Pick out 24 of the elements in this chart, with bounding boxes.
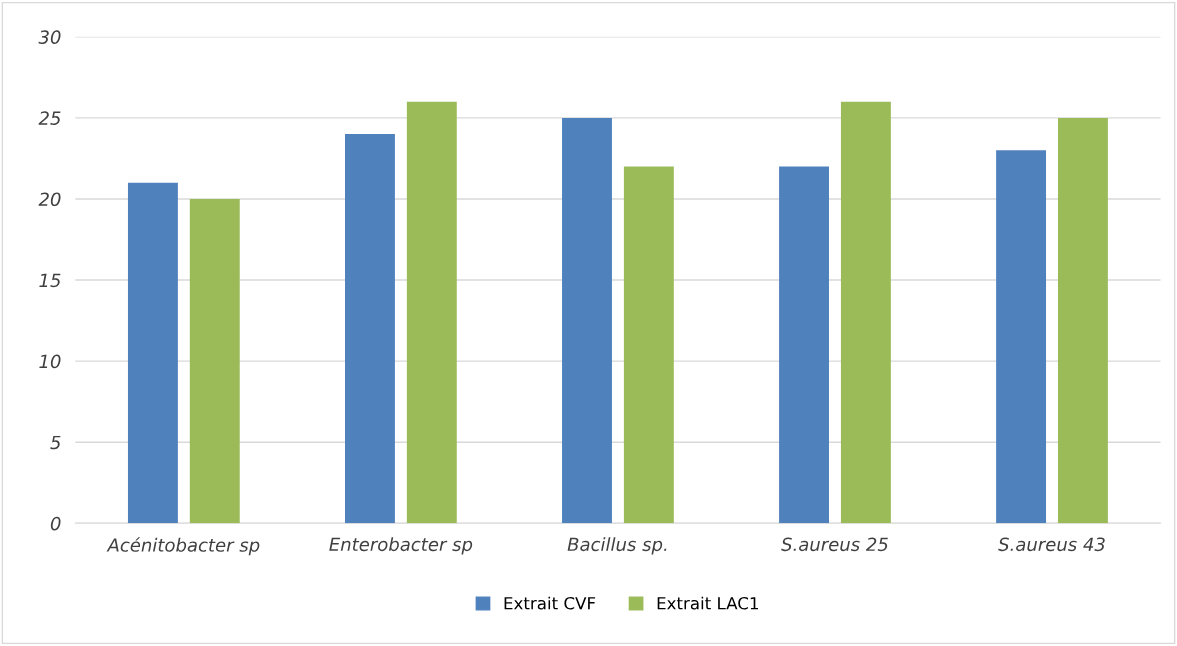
y-tick-label: 30	[38, 30, 61, 44]
y-tick-label: 10	[39, 354, 61, 369]
x-tick-label: Bacillus sp.	[567, 537, 667, 555]
x-tick-label: S.aureus 43	[998, 537, 1105, 552]
legend-label: Extrait LAC1	[657, 596, 758, 610]
bar	[345, 134, 395, 524]
bar	[1057, 117, 1108, 524]
bar	[840, 101, 891, 524]
x-tick-label: Enterobacter sp	[329, 537, 473, 555]
bar	[996, 150, 1047, 524]
bar	[189, 198, 240, 524]
bar	[623, 166, 674, 524]
bar	[127, 182, 178, 524]
legend-label: Extrait CVF	[504, 596, 596, 610]
y-tick-label: 25	[38, 111, 61, 126]
bar	[406, 101, 457, 524]
bar	[562, 117, 612, 524]
y-tick-label: 5	[50, 435, 61, 450]
x-tick-label: S.aureus 25	[781, 537, 888, 552]
y-tick-label: 0	[50, 516, 61, 531]
bar	[779, 166, 829, 524]
y-tick-label: 20	[38, 192, 61, 207]
y-tick-label: 15	[39, 273, 61, 288]
x-tick-label: Acénitobacter sp	[106, 537, 260, 556]
